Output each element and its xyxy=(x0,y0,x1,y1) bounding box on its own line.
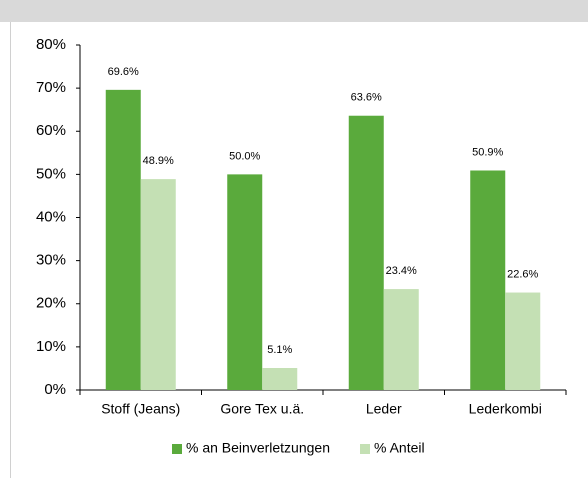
y-tick-label: 0% xyxy=(44,381,66,398)
bar xyxy=(227,174,263,390)
x-tick-label: Gore Tex u.ä. xyxy=(220,401,304,417)
y-tick-label: 30% xyxy=(36,252,66,269)
y-tick-label: 40% xyxy=(36,208,66,225)
header-band xyxy=(0,0,588,22)
y-tick-label: 10% xyxy=(36,338,66,355)
bar xyxy=(383,289,419,390)
y-tick-label: 80% xyxy=(36,36,66,53)
legend-swatch xyxy=(360,444,370,454)
value-label: 48.9% xyxy=(143,155,174,167)
legend-swatch xyxy=(172,444,182,454)
bar xyxy=(105,89,141,390)
value-label: 69.6% xyxy=(108,66,139,78)
bar xyxy=(505,292,541,390)
value-label: 22.6% xyxy=(507,268,538,280)
x-tick-label: Lederkombi xyxy=(469,401,542,417)
legend-label: % an Beinverletzungen xyxy=(186,440,330,456)
x-tick-label: Leder xyxy=(366,401,402,417)
value-label: 50.0% xyxy=(229,150,260,162)
bar xyxy=(470,170,506,390)
value-label: 63.6% xyxy=(351,92,382,104)
legend-label: % Anteil xyxy=(374,440,425,456)
bar xyxy=(348,115,384,390)
y-tick-label: 60% xyxy=(36,122,66,139)
bar xyxy=(140,179,176,390)
value-label: 23.4% xyxy=(386,265,417,277)
x-tick-label: Stoff (Jeans) xyxy=(101,401,180,417)
value-label: 50.9% xyxy=(472,146,503,158)
value-label: 5.1% xyxy=(267,344,292,356)
y-tick-label: 50% xyxy=(36,165,66,182)
bar xyxy=(262,368,298,390)
y-tick-label: 70% xyxy=(36,79,66,96)
y-tick-label: 20% xyxy=(36,295,66,312)
